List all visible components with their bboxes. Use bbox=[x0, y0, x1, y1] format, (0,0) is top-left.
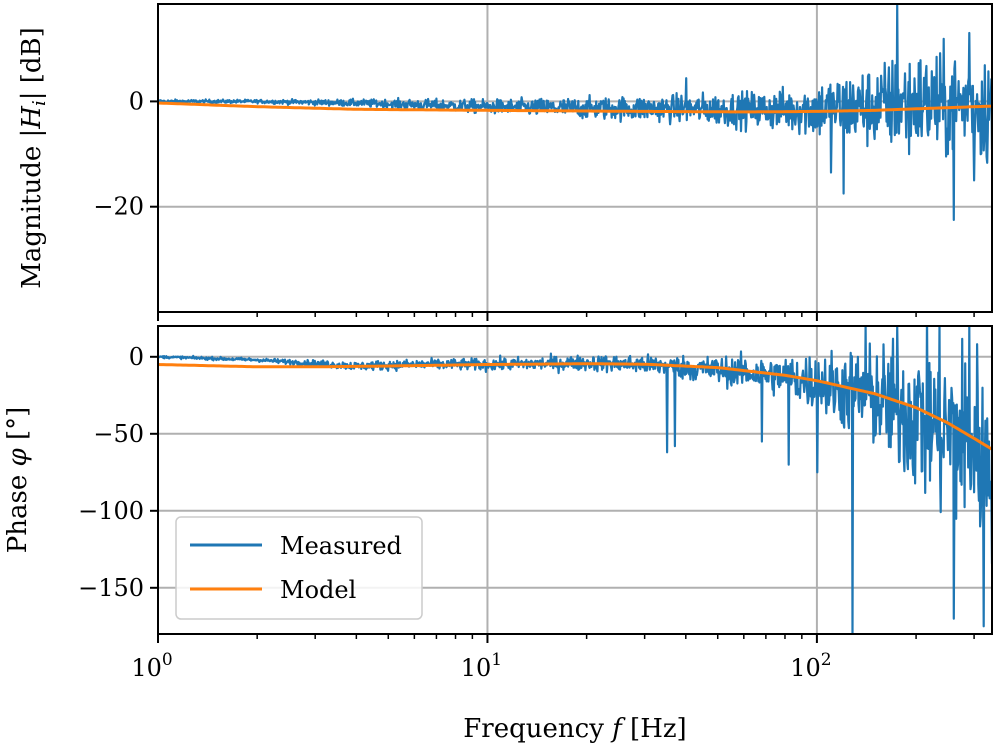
magnitude-x-ticks bbox=[157, 312, 975, 321]
y-tick-label-2: −100 bbox=[78, 497, 144, 525]
x-tick-label-2: 102 bbox=[790, 650, 831, 682]
magnitude-model-line bbox=[158, 101, 992, 114]
y-tick-label-0: 0 bbox=[129, 343, 144, 371]
x-tick-label-1: 101 bbox=[461, 650, 502, 682]
magnitude-y-ticks: 0 −20 bbox=[93, 87, 158, 221]
y-tick-label-1: −20 bbox=[93, 193, 144, 221]
legend: Measured Model bbox=[175, 516, 423, 620]
magnitude-measured-line bbox=[158, 4, 992, 221]
x-tick-labels: 100 101 102 bbox=[131, 650, 831, 682]
legend-box bbox=[175, 516, 423, 620]
phase-panel: 0 −50 −100 −150 Phase φ [°] Measured Model bbox=[3, 325, 993, 643]
y-tick-label-0: 0 bbox=[129, 87, 144, 115]
phase-axes-frame bbox=[157, 325, 993, 635]
x-axis-label: Frequency f [Hz] bbox=[463, 714, 686, 744]
y-tick-label-1: −50 bbox=[93, 420, 144, 448]
phase-model-line bbox=[158, 362, 992, 451]
magnitude-grid bbox=[158, 4, 992, 312]
phase-y-ticks: 0 −50 −100 −150 bbox=[78, 343, 158, 602]
legend-model-label: Model bbox=[280, 576, 356, 604]
phase-x-ticks bbox=[157, 634, 975, 643]
magnitude-axes-frame bbox=[157, 3, 993, 313]
phase-y-axis-label: Phase φ [°] bbox=[3, 407, 33, 554]
magnitude-y-axis-label: Magnitude |Hi| [dB] bbox=[17, 27, 50, 289]
y-tick-label-3: −150 bbox=[78, 574, 144, 602]
legend-measured-label: Measured bbox=[280, 532, 402, 560]
magnitude-panel: 0 −20 Magnitude |Hi| [dB] bbox=[17, 3, 993, 321]
x-tick-label-0: 100 bbox=[131, 650, 172, 682]
